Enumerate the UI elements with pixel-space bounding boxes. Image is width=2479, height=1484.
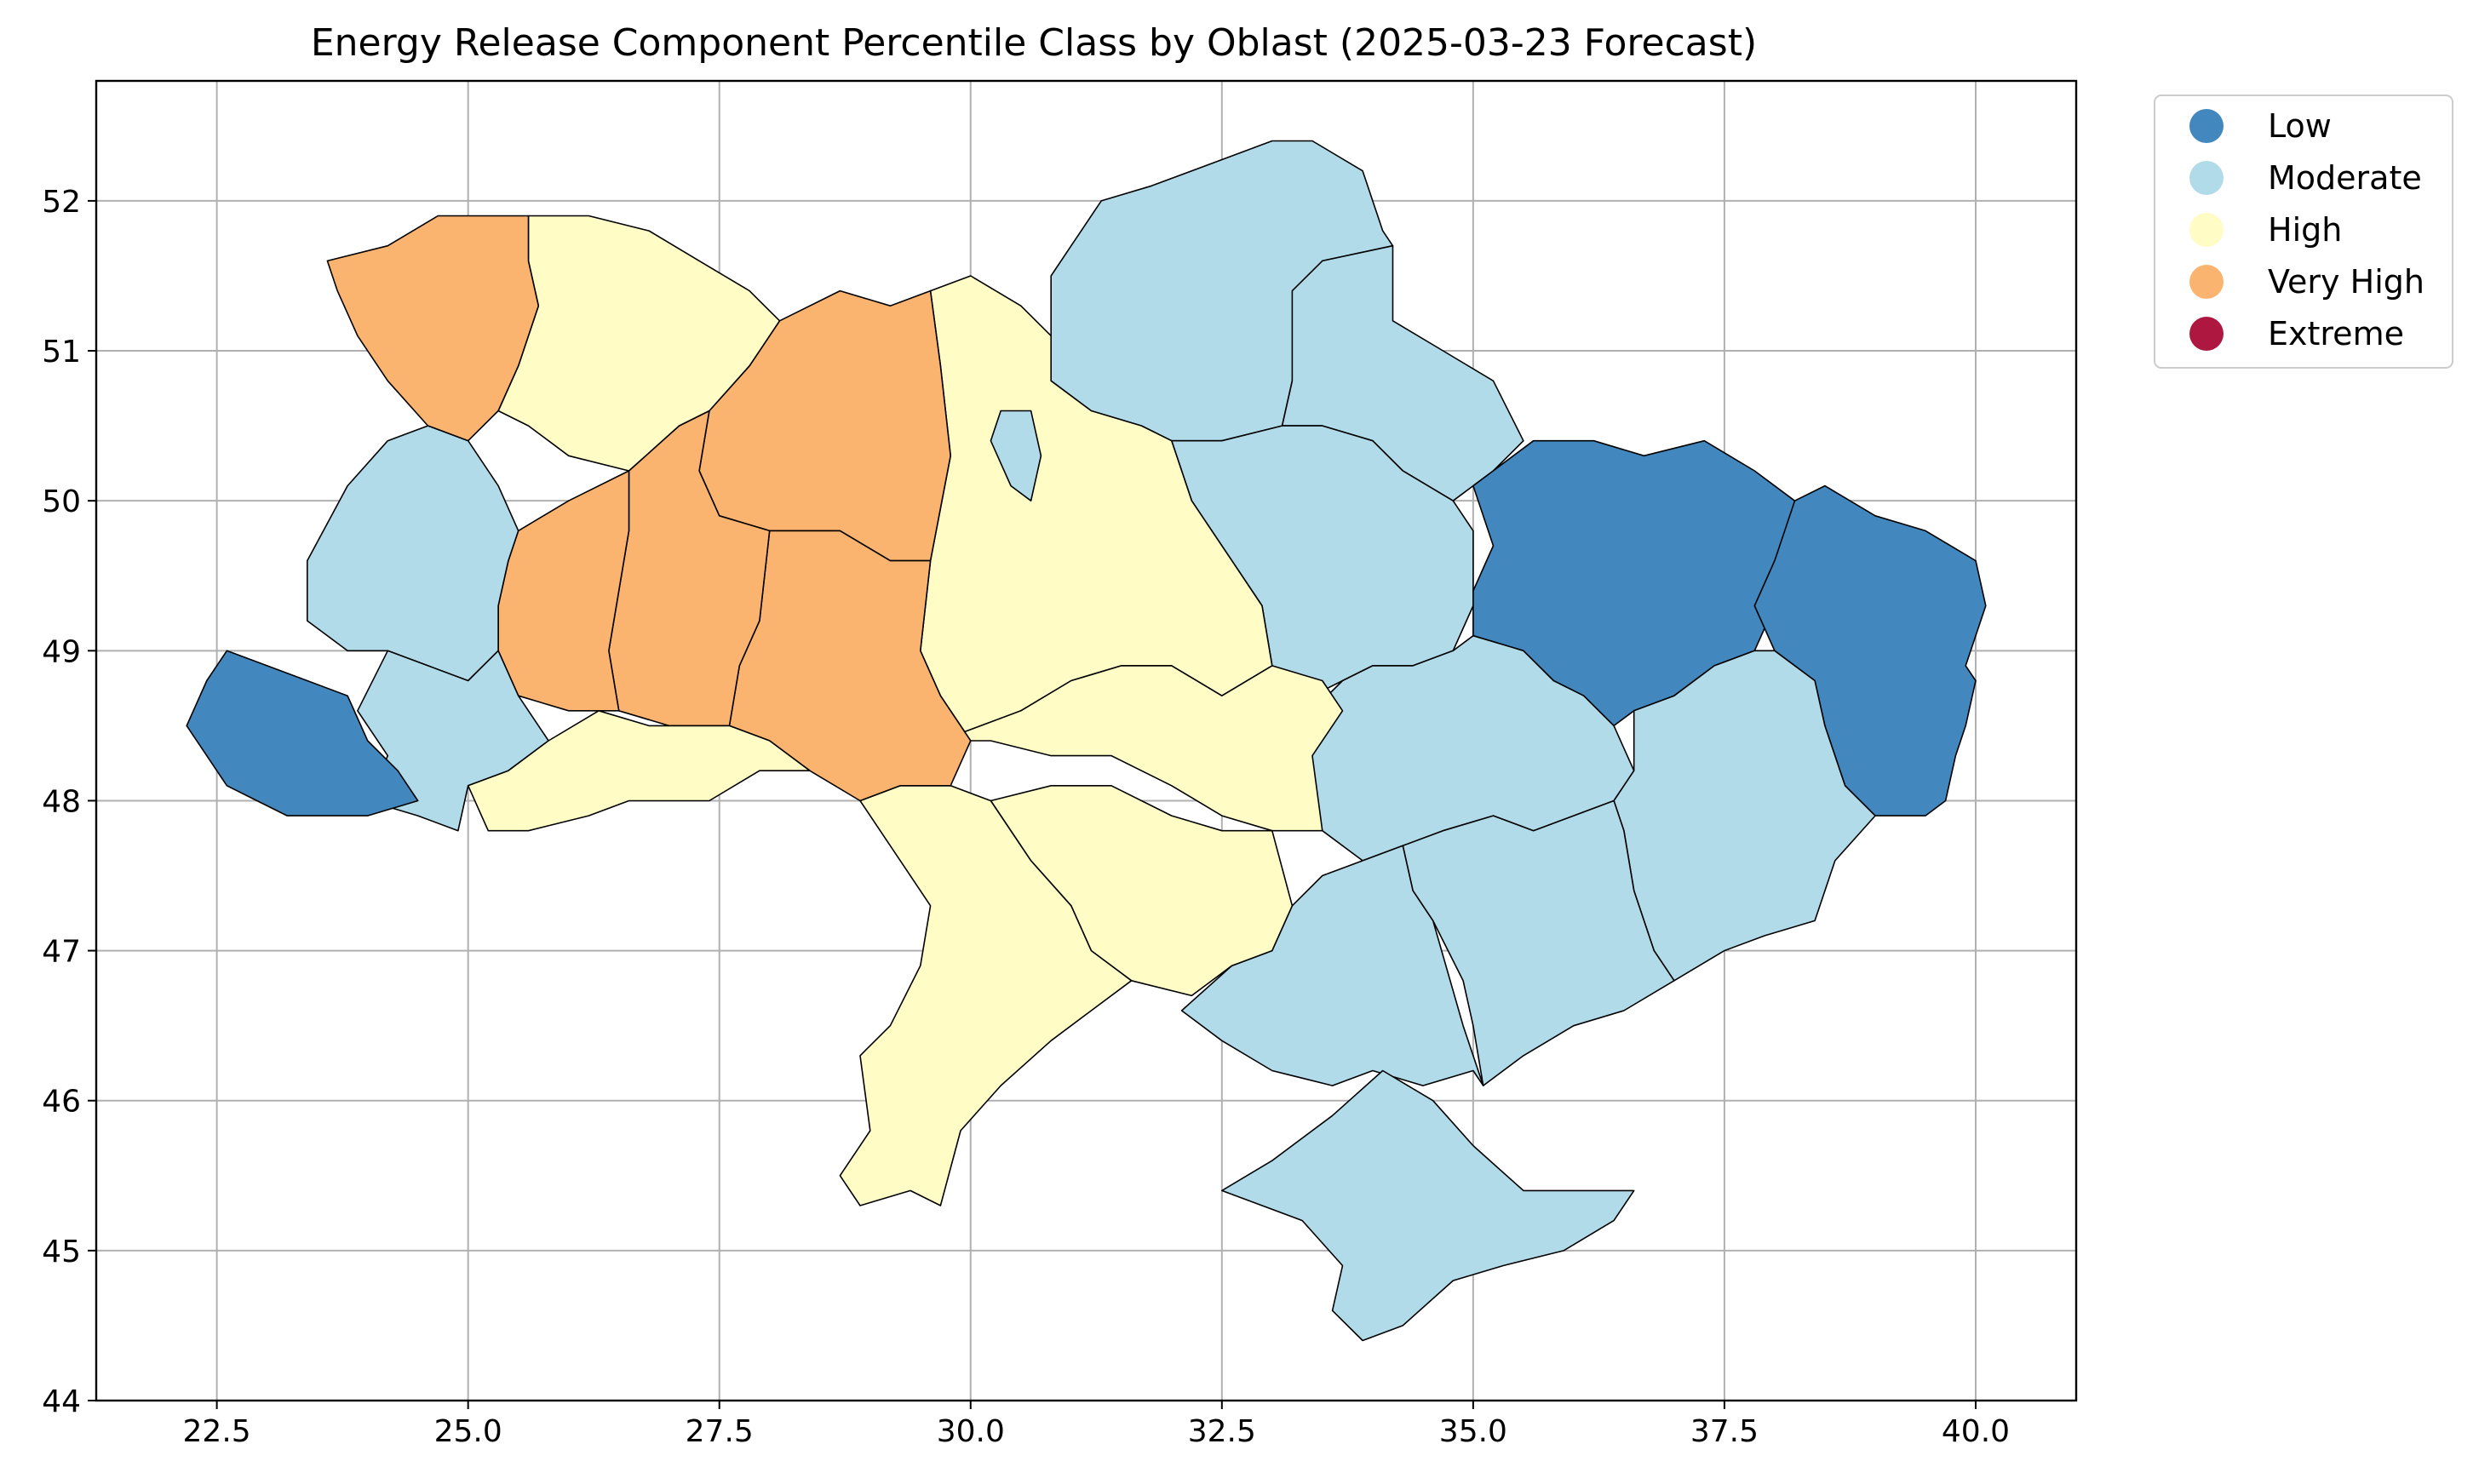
legend-label: Low [2268,107,2332,145]
legend-box [2154,95,2453,369]
plot-frame [95,79,2078,1402]
x-axis-ticks: 22.5 25.0 27.5 30.0 32.5 35.0 37.5 40.0 [183,1401,2010,1449]
x-tick-label: 35.0 [1439,1414,1507,1449]
oblast-region [990,410,1042,501]
legend-label: Moderate [2268,159,2422,197]
y-tick-label: 45 [42,1235,81,1269]
oblast-region [1221,1069,1635,1342]
oblast-region [326,215,540,442]
y-tick-label: 46 [42,1085,81,1120]
plot-area: 22.5 25.0 27.5 30.0 32.5 35.0 37.5 40.0 4445464… [42,79,2078,1449]
legend-marker [2189,265,2224,299]
oblast-regions [186,140,1987,1342]
legend-entries: Low Moderate High Very High Extreme [2189,107,2424,352]
legend-label: Extreme [2268,315,2404,352]
y-tick-label: 48 [42,784,81,819]
legend-label: Very High [2268,263,2424,301]
chart-title: Energy Release Component Percentile Clas… [311,21,1757,65]
y-tick-label: 52 [42,185,81,220]
oblast-region [839,785,1133,1206]
oblast-region [1402,799,1675,1086]
x-tick-label: 32.5 [1188,1414,1256,1449]
oblast-region [939,665,1344,832]
legend-marker [2189,213,2224,247]
y-tick-label: 50 [42,484,81,519]
y-tick-label: 47 [42,935,81,970]
y-axis-ticks: 44 45 46 47 48 49 50 51 52 [42,185,96,1419]
legend-label: High [2268,211,2342,249]
legend-marker [2189,161,2224,195]
x-tick-label: 25.0 [434,1414,502,1449]
legend-marker [2189,317,2224,351]
legend-marker [2189,109,2224,143]
y-tick-label: 44 [42,1384,81,1419]
legend: Low Moderate High Very High Extreme [2154,95,2453,369]
x-tick-label: 27.5 [686,1414,754,1449]
y-tick-label: 51 [42,335,81,370]
x-tick-label: 22.5 [183,1414,251,1449]
oblast-region [467,710,811,832]
x-tick-label: 40.0 [1942,1414,2010,1449]
x-tick-label: 30.0 [937,1414,1005,1449]
oblast-region [307,425,519,682]
x-tick-label: 37.5 [1690,1414,1759,1449]
oblast-region [186,650,419,816]
y-tick-label: 49 [42,634,81,669]
